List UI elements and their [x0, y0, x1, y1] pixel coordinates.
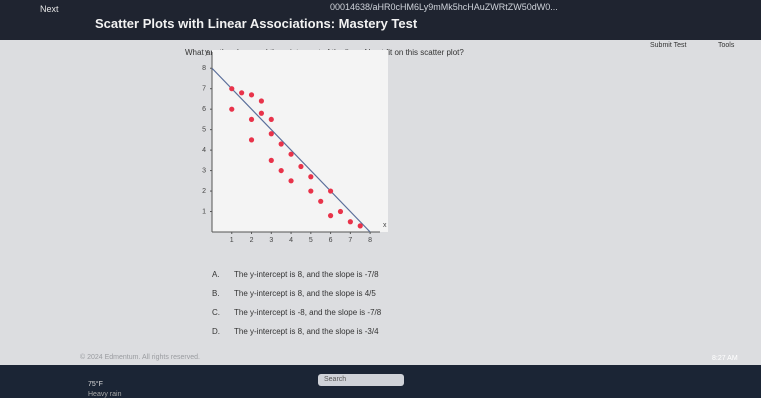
y-axis-label: y	[205, 49, 209, 56]
point	[248, 137, 255, 143]
x-tick-label: 3	[269, 237, 273, 244]
choice[interactable]: A. The y-intercept is 8, and the slope is…	[212, 270, 379, 279]
tools-button[interactable]: Tools	[718, 42, 735, 49]
point	[288, 151, 294, 157]
best-fit-line	[211, 67, 371, 233]
y-tick-label: 2	[202, 188, 206, 195]
y-tick-label: 6	[202, 106, 206, 113]
x-tick-label: 2	[250, 237, 254, 244]
choice[interactable]: D. The y-intercept is 8, and the slope is…	[212, 327, 379, 336]
url[interactable]: 00014638/aHR0cHM6Ly9mMk5hcHAuZWRtZW50dW0…	[330, 2, 558, 12]
y-tick-label: 8	[202, 65, 206, 72]
point	[288, 178, 294, 184]
point	[298, 163, 304, 170]
point	[318, 198, 324, 204]
point	[268, 116, 274, 123]
clock: 8:27 AM	[712, 355, 738, 362]
point	[258, 110, 265, 116]
y-tick-label: 4	[202, 147, 206, 154]
point	[337, 208, 344, 215]
choice[interactable]: C. The y-intercept is -8, and the slope i…	[212, 308, 381, 317]
choice-text: The y-intercept is -8, and the slope is …	[234, 308, 382, 317]
point	[248, 116, 255, 123]
x-axis-label: x	[383, 222, 387, 229]
y-tick-label: 7	[202, 86, 206, 93]
point	[347, 219, 353, 225]
x-tick-label: 1	[230, 237, 234, 244]
x-tick-label: 6	[329, 237, 333, 244]
x-tick-label: 7	[348, 237, 352, 244]
x-tick-label: 4	[289, 237, 293, 244]
browser-bar: 00014638/aHR0cHM6Ly9mMk5hcHAuZWRtZW50dW0…	[0, 0, 761, 40]
choice-letter: C.	[212, 308, 220, 317]
point	[229, 86, 235, 92]
point	[229, 106, 235, 112]
search-box[interactable]: Search	[318, 374, 404, 386]
point	[248, 92, 255, 98]
point	[357, 223, 363, 229]
taskbar: 75°F Heavy rain Search 8:27 AM	[0, 355, 761, 398]
weather-temp[interactable]: 75°F	[88, 381, 103, 388]
submit-button[interactable]: Submit Test	[650, 42, 687, 49]
footer: © 2024 Edmentum. All rights reserved.	[80, 354, 200, 361]
choice-text: The y-intercept is 8, and the slope is -…	[234, 270, 379, 279]
choice[interactable]: B. The y-intercept is 8, and the slope is…	[212, 289, 376, 298]
point	[268, 157, 274, 163]
point	[278, 167, 284, 174]
choice-letter: A.	[212, 270, 220, 279]
point	[327, 188, 334, 194]
y-tick-label: 3	[202, 167, 206, 174]
point	[258, 98, 265, 104]
choice-text: The y-intercept is 8, and the slope is -…	[234, 327, 379, 336]
point	[278, 141, 284, 147]
point	[308, 174, 314, 180]
test-title: Scatter Plots with Linear Associations: …	[95, 16, 418, 31]
point	[308, 188, 314, 194]
choice-text: The y-intercept is 8, and the slope is 4…	[234, 289, 376, 298]
plot-background	[212, 50, 388, 232]
choice-letter: D.	[212, 327, 220, 336]
next-button[interactable]: Next	[40, 4, 59, 14]
x-tick-label: 8	[368, 237, 372, 244]
y-tick-label: 5	[202, 126, 206, 133]
choice-letter: B.	[212, 289, 220, 298]
point	[239, 90, 245, 96]
y-tick-label: 1	[202, 208, 206, 215]
point	[327, 213, 334, 219]
x-tick-label: 5	[309, 237, 313, 244]
weather-desc[interactable]: Heavy rain	[88, 391, 122, 398]
point	[268, 131, 274, 137]
